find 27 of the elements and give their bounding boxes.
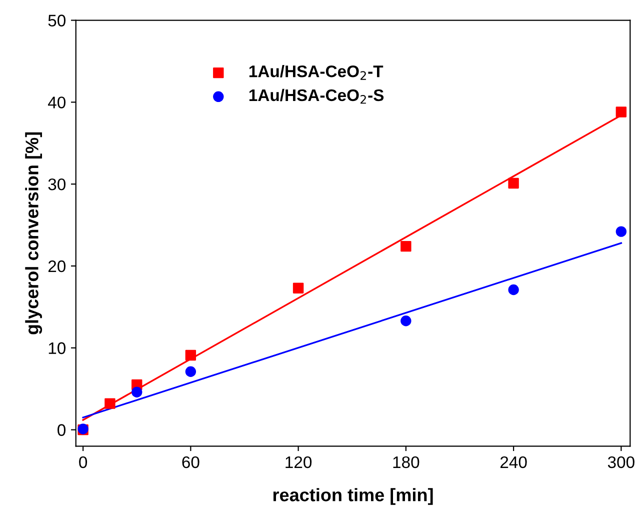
y-tick-label: 50 (48, 14, 66, 26)
x-axis-title: reaction time [min] (273, 488, 433, 505)
point (508, 284, 519, 296)
x-tick-label: 60 (182, 456, 200, 468)
y-tick-label: 20 (48, 260, 66, 272)
x-tick-label: 180 (393, 456, 420, 468)
y-tick-label: 30 (48, 178, 66, 190)
y-tick-label: 40 (48, 96, 66, 108)
legend-label: 1Au/HSA-CeO$_{2}$-T (249, 65, 384, 80)
y-axis-title: glycerol conversion [%] (25, 132, 42, 334)
x-tick-label: 0 (79, 456, 88, 468)
point (292, 282, 304, 294)
x-tick-label: 120 (286, 456, 312, 468)
point (400, 316, 412, 326)
y-tick-label: 0 (58, 424, 66, 436)
point (400, 240, 412, 252)
x-tick-label: 240 (500, 456, 527, 468)
point (104, 398, 116, 409)
legend-label: 1Au/HSA-CeO$_{2}$-S (249, 88, 384, 104)
point (616, 226, 627, 237)
point (185, 350, 196, 361)
point (508, 178, 519, 189)
point (132, 386, 142, 398)
x-tick-label: 300 (608, 456, 634, 468)
point (185, 366, 196, 377)
point (616, 106, 627, 118)
y-tick-label: 10 (48, 342, 66, 354)
